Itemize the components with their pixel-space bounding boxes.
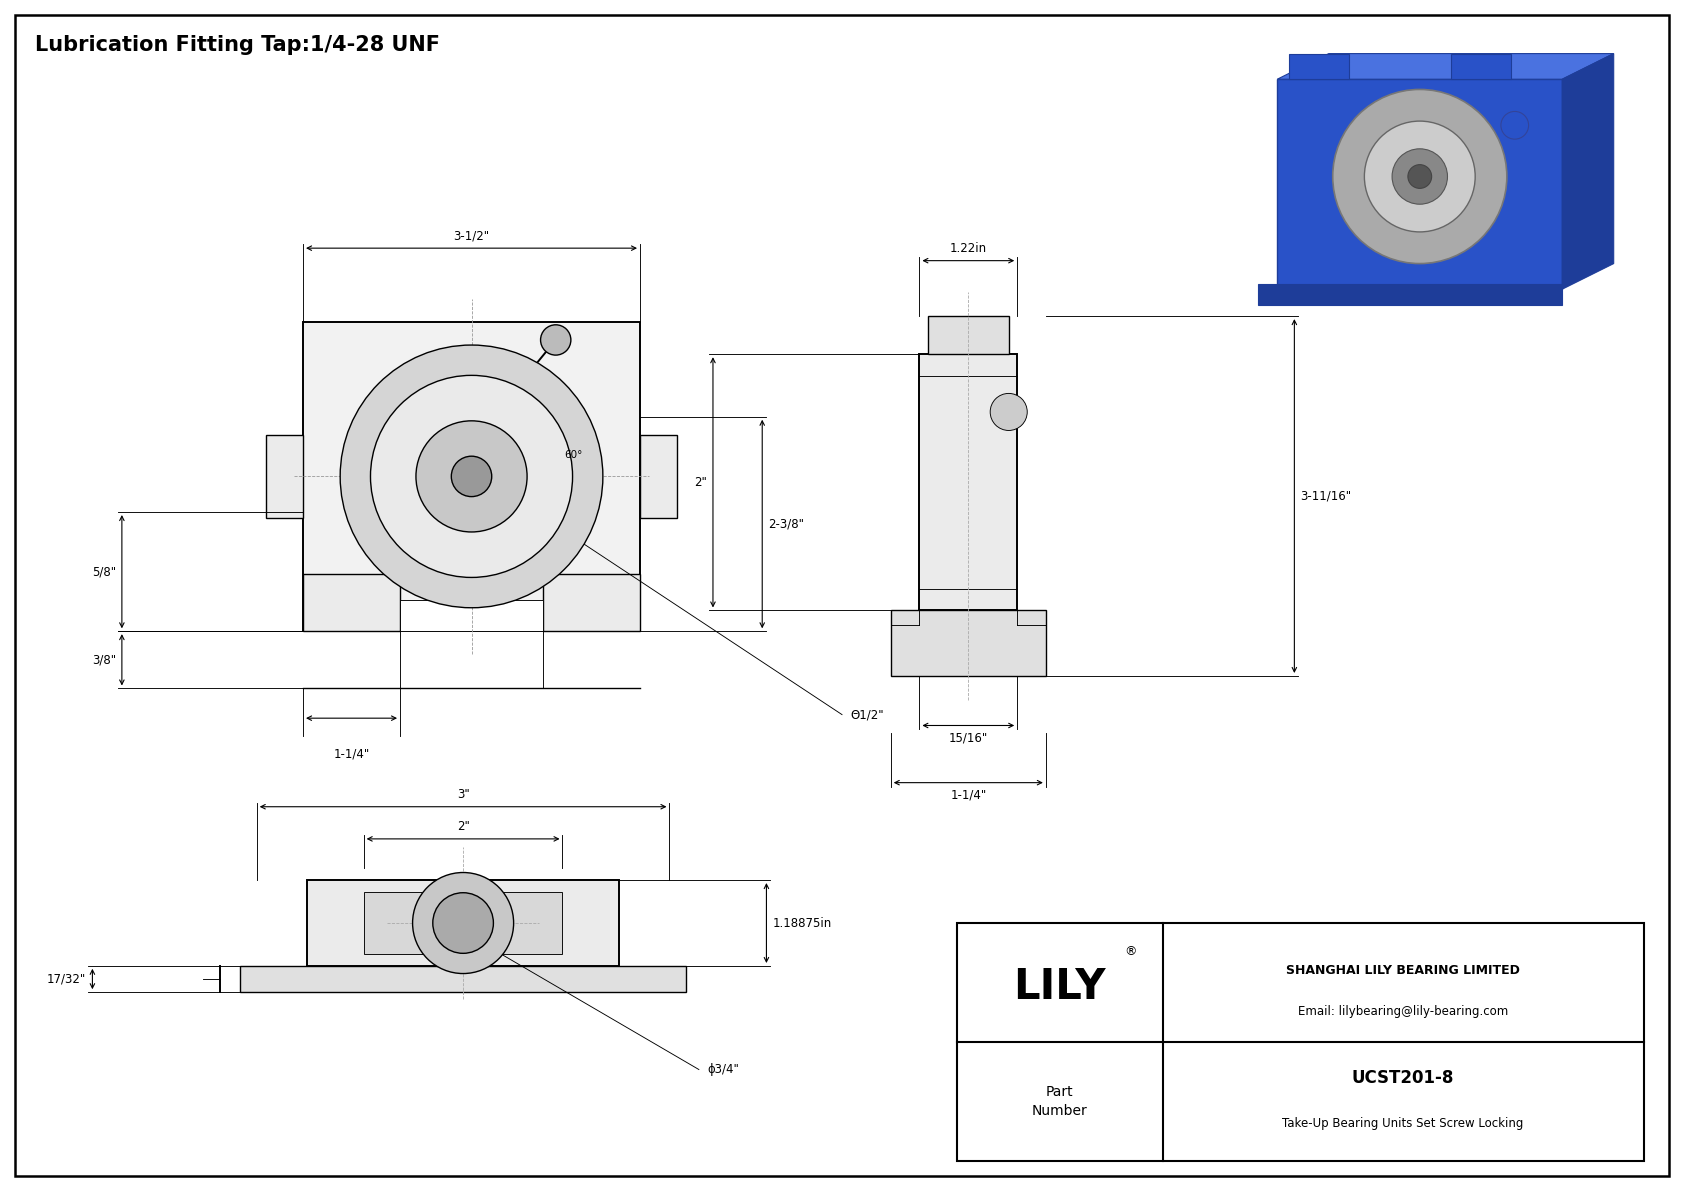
Circle shape [416,420,527,532]
Bar [1290,54,1349,80]
Text: Email: lilybearing@lily-bearing.com: Email: lilybearing@lily-bearing.com [1298,1005,1509,1017]
Bar [303,322,640,631]
Text: Part
Number: Part Number [1032,1085,1088,1118]
Text: ϕ3/4": ϕ3/4" [707,1064,739,1075]
Text: 2": 2" [456,819,470,833]
Text: Θ1/2": Θ1/2" [850,709,884,721]
Bar [303,574,401,631]
Text: 5/8": 5/8" [91,566,116,578]
Bar [266,435,303,518]
Circle shape [1408,164,1431,188]
Bar [308,880,620,966]
Circle shape [451,456,492,497]
Bar [1452,54,1511,80]
Text: 3-11/16": 3-11/16" [1300,490,1352,503]
Text: 60°: 60° [564,450,583,460]
Circle shape [1500,112,1529,139]
Bar [364,892,562,954]
Bar [241,966,687,992]
Circle shape [1364,121,1475,232]
Bar [1278,79,1563,289]
Text: 1.18875in: 1.18875in [773,917,832,929]
Circle shape [370,375,573,578]
Polygon shape [1278,54,1613,80]
Text: 2": 2" [694,476,707,488]
Text: 2-3/8": 2-3/8" [768,518,805,530]
Bar [1258,283,1563,305]
Bar [542,574,640,631]
Text: 1.22in: 1.22in [950,242,987,255]
Bar [640,435,677,518]
Bar [891,611,1046,676]
Text: UCST201-8: UCST201-8 [1352,1068,1455,1087]
Text: Lubrication Fitting Tap:1/4-28 UNF: Lubrication Fitting Tap:1/4-28 UNF [35,35,440,55]
Bar [928,317,1009,355]
Bar [919,355,1017,611]
Bar [401,600,542,631]
Text: ®: ® [1123,946,1137,958]
Circle shape [1393,149,1448,204]
Circle shape [541,325,571,355]
Circle shape [340,345,603,607]
Text: 1-1/4": 1-1/4" [950,788,987,802]
Text: Take-Up Bearing Units Set Screw Locking: Take-Up Bearing Units Set Screw Locking [1283,1117,1524,1129]
Text: 3": 3" [456,787,470,800]
Text: 3/8": 3/8" [91,654,116,666]
Text: 3-1/2": 3-1/2" [453,229,490,242]
Circle shape [433,893,493,953]
Text: 15/16": 15/16" [948,731,989,744]
Text: 17/32": 17/32" [47,973,86,985]
Circle shape [1332,89,1507,263]
Circle shape [990,393,1027,430]
Polygon shape [1563,54,1613,289]
Circle shape [413,873,514,973]
Text: SHANGHAI LILY BEARING LIMITED: SHANGHAI LILY BEARING LIMITED [1287,965,1521,977]
Text: 1-1/4": 1-1/4" [333,748,370,761]
Bar [957,923,1644,1161]
Text: LILY: LILY [1014,966,1106,1009]
